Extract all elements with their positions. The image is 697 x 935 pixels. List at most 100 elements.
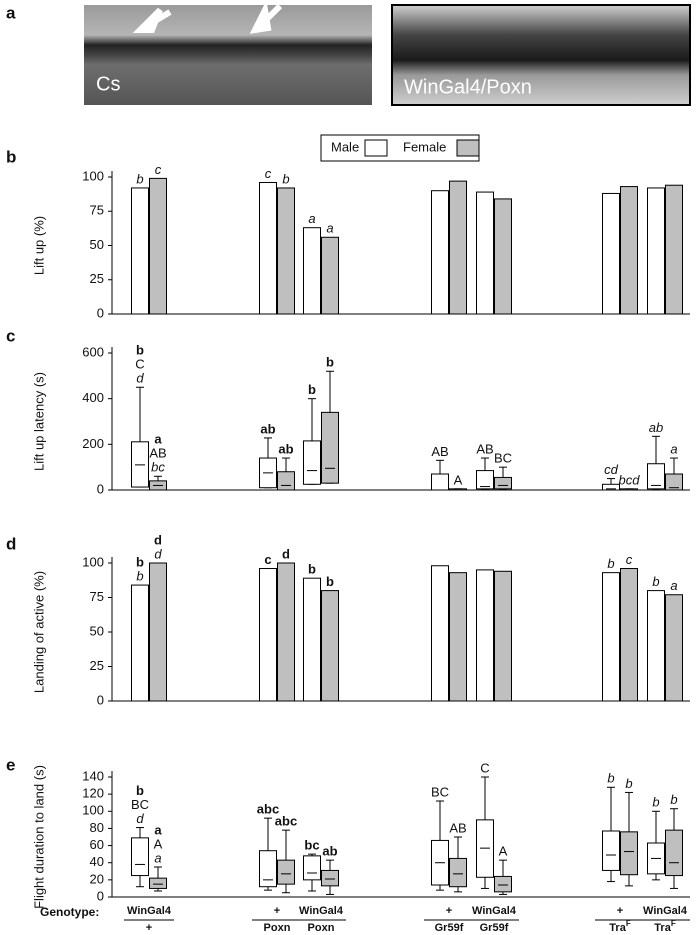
y-tick-label: 50 bbox=[90, 623, 104, 638]
annotation: AB bbox=[431, 444, 448, 459]
box bbox=[277, 859, 295, 885]
annotation: a bbox=[308, 211, 315, 226]
genotype-bottom: Gr59f bbox=[435, 922, 464, 934]
bar bbox=[602, 192, 620, 315]
annotation: a bbox=[670, 441, 677, 456]
bar bbox=[321, 236, 339, 315]
y-tick-label: 40 bbox=[90, 854, 104, 869]
annotation: abc bbox=[257, 802, 279, 817]
bar bbox=[259, 568, 277, 702]
genotype-sup: F bbox=[671, 919, 676, 928]
bar bbox=[149, 177, 167, 315]
annotation: b bbox=[308, 382, 316, 397]
y-tick-label: 0 bbox=[97, 888, 104, 903]
genotype-bottom: Poxn bbox=[264, 922, 291, 934]
image-caption: Cs bbox=[96, 73, 120, 95]
bar bbox=[494, 198, 512, 315]
bar bbox=[647, 590, 665, 702]
annotation: a bbox=[326, 221, 333, 236]
box bbox=[259, 850, 277, 888]
y-tick-label: 75 bbox=[90, 589, 104, 604]
annotation: BC bbox=[131, 797, 149, 812]
bar bbox=[431, 190, 449, 315]
annotation: b bbox=[136, 555, 144, 570]
y-axis-title: Lift up (%) bbox=[31, 216, 46, 275]
bar bbox=[476, 191, 494, 315]
genotype-bottom: TraF bbox=[654, 919, 676, 934]
box bbox=[665, 829, 683, 877]
panel-label: d bbox=[6, 534, 16, 553]
y-axis-title: Lift up latency (s) bbox=[31, 372, 46, 471]
annotation: b bbox=[136, 783, 144, 798]
annotation: AB bbox=[476, 441, 493, 456]
box bbox=[449, 857, 467, 888]
annotation: b bbox=[326, 574, 334, 589]
legend-box bbox=[320, 134, 480, 162]
box bbox=[602, 483, 620, 491]
micrograph bbox=[391, 4, 691, 106]
bar bbox=[449, 572, 467, 702]
genotype-label: Genotype: bbox=[40, 905, 99, 919]
y-tick-label: 25 bbox=[90, 658, 104, 673]
annotation: BC bbox=[431, 784, 449, 799]
bar bbox=[494, 570, 512, 702]
micrograph bbox=[84, 5, 372, 105]
annotation: b bbox=[607, 771, 614, 786]
y-tick-label: 400 bbox=[82, 390, 104, 405]
annotation: bc bbox=[304, 838, 319, 853]
annotation: AB bbox=[149, 446, 166, 461]
genotype-top: WinGal4 bbox=[299, 905, 344, 917]
annotation: C bbox=[480, 760, 489, 775]
bar bbox=[620, 186, 638, 315]
bar bbox=[665, 184, 683, 315]
legend-label: Female bbox=[403, 139, 446, 154]
annotation: c bbox=[264, 552, 271, 567]
bar bbox=[303, 577, 321, 702]
box bbox=[321, 869, 339, 887]
annotation: d bbox=[282, 546, 290, 561]
bar bbox=[149, 562, 167, 702]
box bbox=[303, 440, 321, 485]
y-tick-label: 120 bbox=[82, 786, 104, 801]
y-tick-label: 50 bbox=[90, 237, 104, 252]
y-tick-label: 20 bbox=[90, 871, 104, 886]
genotype-top: + bbox=[446, 905, 452, 917]
genotype-name: Poxn bbox=[308, 922, 335, 934]
box bbox=[277, 471, 295, 491]
box bbox=[665, 473, 683, 491]
genotype-bottom: Poxn bbox=[308, 922, 335, 934]
annotation: BC bbox=[494, 451, 512, 466]
bar bbox=[647, 187, 665, 315]
genotype-bottom: Gr59f bbox=[480, 922, 509, 934]
y-tick-label: 0 bbox=[97, 692, 104, 707]
genotype-top: WinGal4 bbox=[127, 905, 172, 917]
genotype-top: + bbox=[617, 905, 623, 917]
annotation: c bbox=[265, 166, 272, 181]
genotype-sup: F bbox=[626, 919, 631, 928]
panel-label: b bbox=[6, 147, 16, 166]
bar bbox=[303, 227, 321, 315]
bar bbox=[476, 569, 494, 702]
bar bbox=[131, 187, 149, 315]
box bbox=[303, 855, 321, 881]
annotation: b bbox=[136, 171, 143, 186]
annotation: bc bbox=[151, 460, 165, 475]
genotype-bottom: + bbox=[146, 922, 152, 934]
genotype-top: + bbox=[274, 905, 280, 917]
box bbox=[494, 875, 512, 893]
annotation: A bbox=[454, 472, 463, 487]
y-tick-label: 100 bbox=[82, 803, 104, 818]
panel-label: c bbox=[6, 326, 15, 345]
box bbox=[431, 473, 449, 491]
bar bbox=[665, 594, 683, 702]
annotation: C bbox=[135, 357, 144, 372]
legend-swatch bbox=[456, 139, 480, 157]
y-axis-title: Flight duration to land (s) bbox=[31, 765, 46, 909]
bar bbox=[321, 590, 339, 702]
genotype-name: Tra bbox=[654, 922, 671, 934]
y-tick-label: 25 bbox=[90, 271, 104, 286]
genotype-top: WinGal4 bbox=[472, 905, 517, 917]
bar bbox=[259, 181, 277, 315]
annotation: a bbox=[670, 578, 677, 593]
